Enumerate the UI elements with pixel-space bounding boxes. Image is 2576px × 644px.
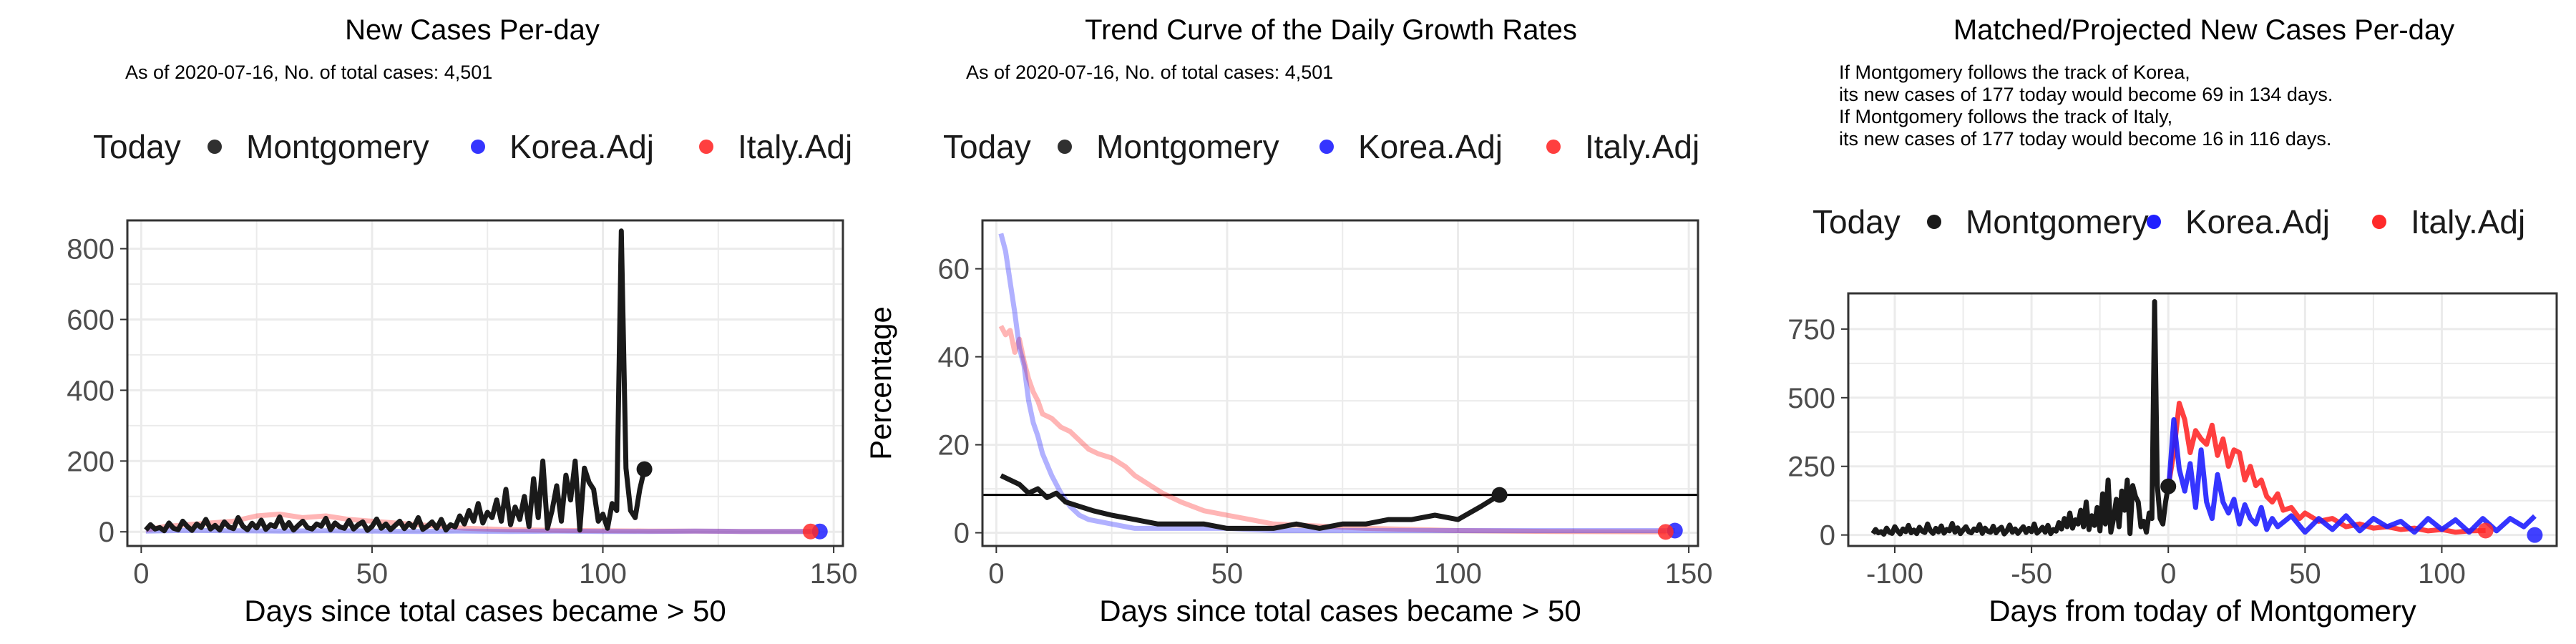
x-tick-label: 50 (2289, 558, 2321, 590)
y-tick-label: 250 (1787, 452, 1835, 483)
y-tick-label: 200 (67, 446, 114, 477)
chart-title: New Cases Per-day (345, 14, 600, 46)
chart-3: Matched/Projected New Cases Per-day If Mo… (1787, 14, 2558, 628)
legend-key-italy-adj (699, 140, 713, 154)
chart-1: New Cases Per-day As of 2020-07-16, No. o… (67, 14, 857, 628)
legend-key-italy-adj (2372, 215, 2386, 229)
legend-label-italy-adj: Italy.Adj (2411, 203, 2525, 240)
plot-panel (982, 220, 1698, 546)
series-line-montgomery (1000, 473, 1501, 531)
x-tick-label: 0 (988, 558, 1004, 590)
chart-2: Trend Curve of the Daily Growth Rates As … (864, 14, 1712, 628)
gridlines (127, 220, 843, 546)
legend-title: Today (93, 128, 181, 165)
chart-subtitle: As of 2020-07-16, No. of total cases: 4,… (125, 62, 492, 83)
x-tick-label: 100 (1434, 558, 1482, 590)
today-point-montgomery (1491, 487, 1508, 503)
x-tick-label: 0 (2160, 558, 2176, 590)
legend-key-italy-adj (1546, 140, 1561, 154)
y-tick-label: 500 (1787, 383, 1835, 414)
y-tick-label: 600 (67, 304, 114, 336)
legend-title: Today (1813, 203, 1901, 240)
x-tick-label: -50 (2011, 558, 2052, 590)
series-line-italy-adj (998, 324, 1666, 535)
today-point-italy-adj (802, 523, 819, 540)
chart-subtitle: As of 2020-07-16, No. of total cases: 4,… (966, 62, 1333, 83)
plot-border (1847, 292, 2558, 547)
x-tick-label: 150 (1665, 558, 1713, 590)
legend-label-korea-adj: Korea.Adj (509, 128, 654, 165)
x-tick-label: 0 (133, 558, 149, 590)
legend-key-korea-adj (2147, 215, 2161, 229)
y-tick-label: 750 (1787, 314, 1835, 346)
chart-title: Matched/Projected New Cases Per-day (1953, 14, 2454, 46)
x-tick-label: -100 (1866, 558, 1923, 590)
today-point-korea-adj (2527, 527, 2543, 543)
legend: Today Montgomery Korea.Adj Italy.Adj (93, 128, 852, 165)
today-point-italy-adj (2477, 522, 2494, 539)
chart-subtitle: its new cases of 177 today would become … (1839, 84, 2333, 105)
y-tick-label: 0 (954, 518, 970, 550)
legend-key-korea-adj (471, 140, 485, 154)
chart-subtitle: its new cases of 177 today would become … (1839, 128, 2331, 150)
series-line-korea-adj (145, 527, 820, 535)
y-tick-label: 0 (1820, 520, 1835, 552)
chart-subtitle: If Montgomery follows the track of Italy… (1839, 106, 2172, 127)
series-line-italy-adj (2165, 401, 2486, 535)
chart-subtitle: If Montgomery follows the track of Korea… (1839, 62, 2190, 83)
legend-key-montgomery (1058, 140, 1072, 154)
x-axis-label: Days from today of Montgomery (1989, 594, 2416, 628)
x-axis-label: Days since total cases became > 50 (1099, 594, 1581, 628)
series-line-korea-adj (2165, 417, 2537, 535)
chart-title: Trend Curve of the Daily Growth Rates (1085, 14, 1577, 46)
legend-label-montgomery: Montgomery (1096, 128, 1279, 165)
legend: Today Montgomery Korea.Adj Italy.Adj (943, 128, 1699, 165)
y-tick-label: 400 (67, 375, 114, 406)
y-tick-label: 0 (99, 517, 114, 548)
series-line-montgomery (144, 228, 648, 534)
legend-label-korea-adj: Korea.Adj (2185, 203, 2330, 240)
x-tick-label: 50 (356, 558, 389, 590)
plot-border (981, 219, 1699, 547)
legend-key-korea-adj (1319, 140, 1334, 154)
legend-label-montgomery: Montgomery (1966, 203, 2149, 240)
legend-label-montgomery: Montgomery (246, 128, 429, 165)
today-point-montgomery (636, 461, 653, 477)
y-tick-label: 40 (938, 342, 970, 374)
legend-label-italy-adj: Italy.Adj (1585, 128, 1699, 165)
plot-panel (127, 220, 843, 546)
gridlines (1848, 293, 2557, 546)
y-tick-label: 60 (938, 254, 970, 286)
gridlines (982, 220, 1698, 546)
plot-panel (1848, 293, 2557, 546)
x-axis-label: Days since total cases became > 50 (244, 594, 726, 628)
plot-border (126, 219, 844, 547)
x-tick-label: 100 (579, 558, 627, 590)
x-tick-label: 50 (1211, 558, 1244, 590)
legend-key-montgomery (208, 140, 222, 154)
y-tick-label: 800 (67, 234, 114, 265)
y-axis-label: Percentage (864, 306, 897, 460)
today-point-montgomery (2160, 478, 2177, 494)
legend: Today Montgomery Korea.Adj Italy.Adj (1813, 203, 2525, 240)
series-line-montgomery (1870, 299, 2171, 537)
legend-label-italy-adj: Italy.Adj (738, 128, 852, 165)
x-tick-label: 150 (810, 558, 858, 590)
legend-key-montgomery (1927, 215, 1941, 229)
legend-label-korea-adj: Korea.Adj (1358, 128, 1503, 165)
y-tick-label: 20 (938, 430, 970, 462)
x-tick-label: 100 (2418, 558, 2466, 590)
today-point-italy-adj (1657, 524, 1674, 540)
legend-title: Today (943, 128, 1031, 165)
